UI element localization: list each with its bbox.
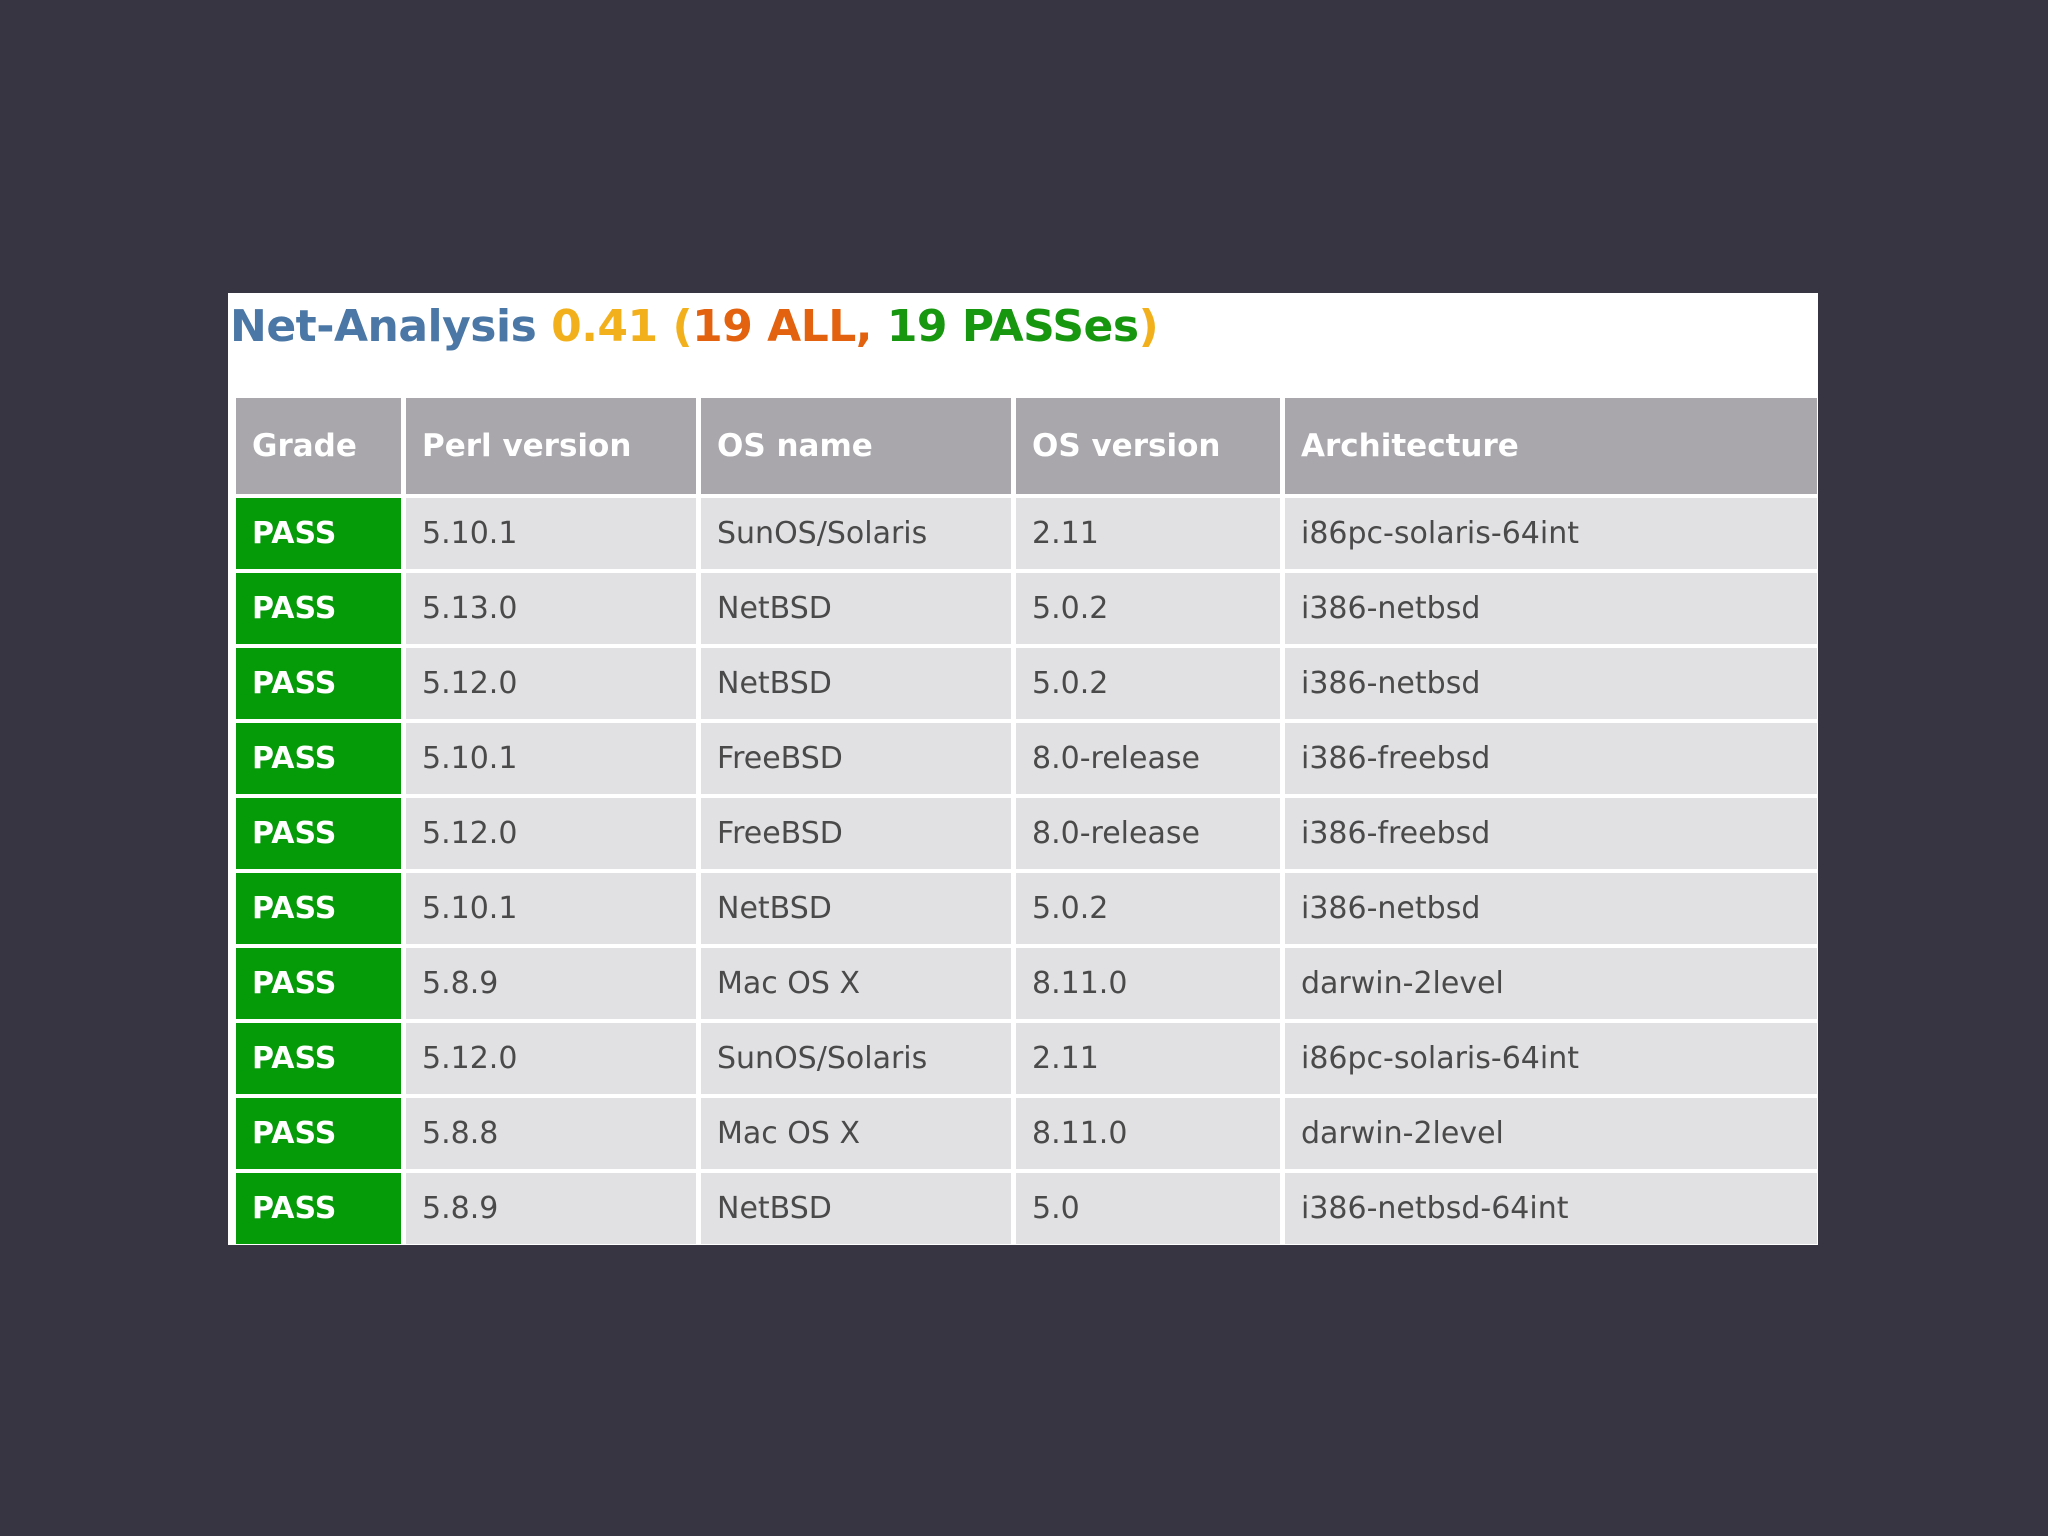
header-perl-version[interactable]: Perl version [406, 398, 696, 494]
grade-badge[interactable]: PASS [236, 1023, 401, 1094]
paren-open: ( [672, 301, 693, 352]
architecture-cell: i386-netbsd [1285, 573, 1817, 644]
perl-version-cell: 5.10.1 [406, 498, 696, 569]
paren-close: ) [1138, 301, 1159, 352]
os-version-cell: 5.0.2 [1016, 573, 1280, 644]
perl-version-cell: 5.12.0 [406, 648, 696, 719]
os-version-cell: 8.0-release [1016, 798, 1280, 869]
header-architecture[interactable]: Architecture [1285, 398, 1817, 494]
pass-count[interactable]: 19 PASSes [886, 301, 1139, 352]
architecture-cell: i86pc-solaris-64int [1285, 498, 1817, 569]
grade-badge[interactable]: PASS [236, 873, 401, 944]
table-row: PASS 5.12.0 FreeBSD 8.0-release i386-fre… [236, 798, 1817, 869]
perl-version-cell: 5.8.9 [406, 948, 696, 1019]
table-row: PASS 5.13.0 NetBSD 5.0.2 i386-netbsd [236, 573, 1817, 644]
report-panel: Net-Analysis 0.41 (19 ALL, 19 PASSes) Gr… [228, 293, 1818, 1245]
os-version-cell: 8.11.0 [1016, 948, 1280, 1019]
report-title: Net-Analysis 0.41 (19 ALL, 19 PASSes) [230, 293, 1159, 361]
header-os-version[interactable]: OS version [1016, 398, 1280, 494]
os-name-cell: NetBSD [701, 873, 1011, 944]
perl-version-cell: 5.10.1 [406, 873, 696, 944]
architecture-cell: i86pc-solaris-64int [1285, 1023, 1817, 1094]
all-count[interactable]: 19 ALL, [692, 301, 872, 352]
grade-badge[interactable]: PASS [236, 1098, 401, 1169]
perl-version-cell: 5.12.0 [406, 1023, 696, 1094]
os-version-cell: 5.0.2 [1016, 873, 1280, 944]
header-grade[interactable]: Grade [236, 398, 401, 494]
os-version-cell: 8.0-release [1016, 723, 1280, 794]
os-name-cell: NetBSD [701, 648, 1011, 719]
table-row: PASS 5.10.1 SunOS/Solaris 2.11 i86pc-sol… [236, 498, 1817, 569]
os-name-cell: Mac OS X [701, 948, 1011, 1019]
grade-badge[interactable]: PASS [236, 798, 401, 869]
table-row: PASS 5.12.0 SunOS/Solaris 2.11 i86pc-sol… [236, 1023, 1817, 1094]
os-version-cell: 5.0.2 [1016, 648, 1280, 719]
os-version-cell: 8.11.0 [1016, 1098, 1280, 1169]
perl-version-cell: 5.10.1 [406, 723, 696, 794]
table-row: PASS 5.10.1 FreeBSD 8.0-release i386-fre… [236, 723, 1817, 794]
header-row: Grade Perl version OS name OS version Ar… [236, 398, 1817, 494]
grade-badge[interactable]: PASS [236, 948, 401, 1019]
grade-badge[interactable]: PASS [236, 723, 401, 794]
header-os-name[interactable]: OS name [701, 398, 1011, 494]
table-row: PASS 5.8.9 Mac OS X 8.11.0 darwin-2level [236, 948, 1817, 1019]
os-name-cell: NetBSD [701, 573, 1011, 644]
perl-version-cell: 5.12.0 [406, 798, 696, 869]
architecture-cell: i386-freebsd [1285, 798, 1817, 869]
architecture-cell: i386-netbsd [1285, 873, 1817, 944]
os-version-cell: 2.11 [1016, 498, 1280, 569]
grade-badge[interactable]: PASS [236, 498, 401, 569]
table-row: PASS 5.8.9 NetBSD 5.0 i386-netbsd-64int [236, 1173, 1817, 1244]
architecture-cell: i386-freebsd [1285, 723, 1817, 794]
architecture-cell: i386-netbsd [1285, 648, 1817, 719]
grade-badge[interactable]: PASS [236, 648, 401, 719]
os-name-cell: FreeBSD [701, 798, 1011, 869]
dist-name[interactable]: Net-Analysis [230, 301, 537, 352]
os-name-cell: NetBSD [701, 1173, 1011, 1244]
perl-version-cell: 5.13.0 [406, 573, 696, 644]
architecture-cell: i386-netbsd-64int [1285, 1173, 1817, 1244]
os-version-cell: 5.0 [1016, 1173, 1280, 1244]
os-name-cell: Mac OS X [701, 1098, 1011, 1169]
architecture-cell: darwin-2level [1285, 948, 1817, 1019]
results-table: Grade Perl version OS name OS version Ar… [231, 394, 1818, 1245]
table-row: PASS 5.10.1 NetBSD 5.0.2 i386-netbsd [236, 873, 1817, 944]
os-name-cell: FreeBSD [701, 723, 1011, 794]
os-name-cell: SunOS/Solaris [701, 498, 1011, 569]
grade-badge[interactable]: PASS [236, 573, 401, 644]
grade-badge[interactable]: PASS [236, 1173, 401, 1244]
table-row: PASS 5.8.8 Mac OS X 8.11.0 darwin-2level [236, 1098, 1817, 1169]
dist-version: 0.41 [551, 301, 658, 352]
os-version-cell: 2.11 [1016, 1023, 1280, 1094]
os-name-cell: SunOS/Solaris [701, 1023, 1011, 1094]
architecture-cell: darwin-2level [1285, 1098, 1817, 1169]
table-row: PASS 5.12.0 NetBSD 5.0.2 i386-netbsd [236, 648, 1817, 719]
perl-version-cell: 5.8.9 [406, 1173, 696, 1244]
perl-version-cell: 5.8.8 [406, 1098, 696, 1169]
